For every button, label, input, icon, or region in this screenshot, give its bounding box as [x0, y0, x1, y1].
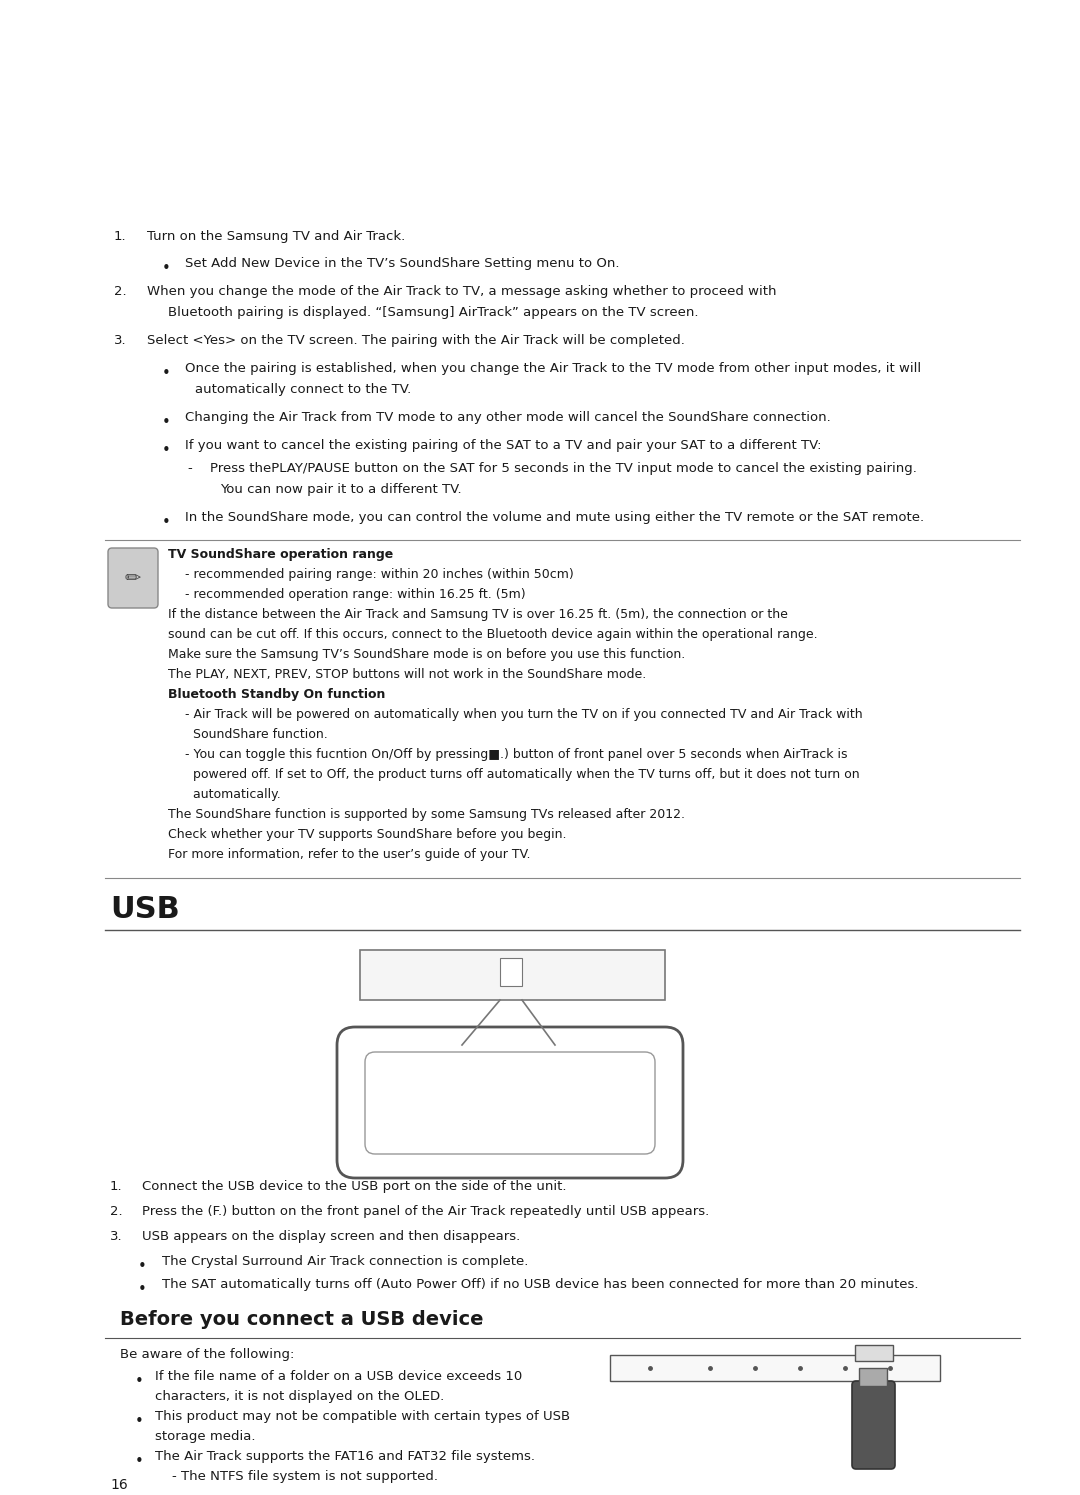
Text: •: •	[138, 1283, 147, 1298]
Text: 2.: 2.	[114, 286, 126, 298]
FancyBboxPatch shape	[365, 1052, 654, 1154]
Text: Bluetooth pairing is displayed. “[Samsung] AirTrack” appears on the TV screen.: Bluetooth pairing is displayed. “[Samsun…	[168, 306, 699, 318]
FancyBboxPatch shape	[852, 1381, 895, 1470]
Text: automatically.: automatically.	[185, 788, 281, 801]
Text: If the file name of a folder on a USB device exceeds 10: If the file name of a folder on a USB de…	[156, 1369, 523, 1383]
Text: powered off. If set to Off, the product turns off automatically when the TV turn: powered off. If set to Off, the product …	[185, 768, 860, 780]
Text: - You can toggle this fucntion On/Off by pressing■.) button of front panel over : - You can toggle this fucntion On/Off by…	[185, 748, 848, 761]
Text: If you want to cancel the existing pairing of the SAT to a TV and pair your SAT : If you want to cancel the existing pairi…	[185, 440, 822, 451]
Bar	[360, 949, 665, 1000]
Text: This product may not be compatible with certain types of USB: This product may not be compatible with …	[156, 1410, 570, 1423]
Text: Once the pairing is established, when you change the Air Track to the TV mode fr: Once the pairing is established, when yo…	[185, 362, 921, 375]
Text: The Air Track supports the FAT16 and FAT32 file systems.: The Air Track supports the FAT16 and FAT…	[156, 1450, 535, 1464]
Text: - Air Track will be powered on automatically when you turn the TV on if you conn: - Air Track will be powered on automatic…	[185, 709, 863, 721]
Text: -: -	[187, 462, 192, 475]
Text: For more information, refer to the user’s guide of your TV.: For more information, refer to the user’…	[168, 848, 530, 861]
Text: USB appears on the display screen and then disappears.: USB appears on the display screen and th…	[141, 1230, 521, 1242]
Text: •: •	[162, 416, 171, 431]
Bar	[859, 1368, 887, 1386]
Text: •: •	[162, 514, 171, 531]
FancyBboxPatch shape	[108, 549, 158, 608]
Text: Make sure the Samsung TV’s SoundShare mode is on before you use this function.: Make sure the Samsung TV’s SoundShare mo…	[168, 647, 685, 661]
Text: •: •	[135, 1414, 144, 1429]
Text: You can now pair it to a different TV.: You can now pair it to a different TV.	[220, 483, 461, 496]
Text: Check whether your TV supports SoundShare before you begin.: Check whether your TV supports SoundShar…	[168, 828, 567, 842]
Text: •: •	[162, 443, 171, 457]
Text: SoundShare function.: SoundShare function.	[185, 728, 327, 742]
Text: Turn on the Samsung TV and Air Track.: Turn on the Samsung TV and Air Track.	[147, 230, 405, 244]
Text: Press thePLAY/PAUSE button on the SAT for 5 seconds in the TV input mode to canc: Press thePLAY/PAUSE button on the SAT fo…	[210, 462, 917, 475]
Text: •: •	[162, 366, 171, 381]
Text: Set Add New Device in the TV’s SoundShare Setting menu to On.: Set Add New Device in the TV’s SoundShar…	[185, 257, 620, 271]
Text: When you change the mode of the Air Track to TV, a message asking whether to pro: When you change the mode of the Air Trac…	[147, 286, 777, 298]
Text: 2.: 2.	[110, 1205, 123, 1218]
Bar	[500, 958, 522, 987]
Text: Connect the USB device to the USB port on the side of the unit.: Connect the USB device to the USB port o…	[141, 1180, 567, 1193]
Text: - recommended operation range: within 16.25 ft. (5m): - recommended operation range: within 16…	[185, 588, 526, 601]
Text: •: •	[135, 1455, 144, 1470]
Text: Bluetooth Standby On function: Bluetooth Standby On function	[168, 688, 386, 701]
Text: automatically connect to the TV.: automatically connect to the TV.	[195, 383, 411, 396]
Text: •: •	[162, 262, 171, 277]
Text: - The NTFS file system is not supported.: - The NTFS file system is not supported.	[172, 1470, 438, 1483]
Text: The SAT automatically turns off (Auto Power Off) if no USB device has been conne: The SAT automatically turns off (Auto Po…	[162, 1278, 918, 1292]
Text: characters, it is not displayed on the OLED.: characters, it is not displayed on the O…	[156, 1390, 444, 1402]
Text: - recommended pairing range: within 20 inches (within 50cm): - recommended pairing range: within 20 i…	[185, 568, 573, 582]
Text: 1.: 1.	[114, 230, 126, 244]
FancyBboxPatch shape	[610, 1354, 940, 1381]
Text: Press the (F.) button on the front panel of the Air Track repeatedly until USB a: Press the (F.) button on the front panel…	[141, 1205, 710, 1218]
Text: TV SoundShare operation range: TV SoundShare operation range	[168, 549, 393, 561]
Text: The PLAY, NEXT, PREV, STOP buttons will not work in the SoundShare mode.: The PLAY, NEXT, PREV, STOP buttons will …	[168, 668, 646, 682]
Text: Changing the Air Track from TV mode to any other mode will cancel the SoundShare: Changing the Air Track from TV mode to a…	[185, 411, 831, 425]
Text: sound can be cut off. If this occurs, connect to the Bluetooth device again with: sound can be cut off. If this occurs, co…	[168, 628, 818, 641]
Text: 16: 16	[110, 1479, 127, 1492]
Text: In the SoundShare mode, you can control the volume and mute using either the TV : In the SoundShare mode, you can control …	[185, 511, 924, 525]
Text: Before you connect a USB device: Before you connect a USB device	[120, 1310, 484, 1329]
Text: storage media.: storage media.	[156, 1431, 256, 1443]
Text: 3.: 3.	[110, 1230, 123, 1242]
Text: 3.: 3.	[114, 333, 126, 347]
Text: If the distance between the Air Track and Samsung TV is over 16.25 ft. (5m), the: If the distance between the Air Track an…	[168, 608, 788, 620]
Text: Be aware of the following:: Be aware of the following:	[120, 1348, 295, 1360]
Text: The Crystal Surround Air Track connection is complete.: The Crystal Surround Air Track connectio…	[162, 1254, 528, 1268]
FancyBboxPatch shape	[337, 1027, 683, 1178]
Text: 1.: 1.	[110, 1180, 123, 1193]
Text: Select <Yes> on the TV screen. The pairing with the Air Track will be completed.: Select <Yes> on the TV screen. The pairi…	[147, 333, 685, 347]
Text: The SoundShare function is supported by some Samsung TVs released after 2012.: The SoundShare function is supported by …	[168, 807, 685, 821]
Text: USB: USB	[110, 896, 179, 924]
Bar	[855, 1346, 893, 1360]
Text: •: •	[135, 1374, 144, 1389]
Text: ✏: ✏	[125, 568, 141, 588]
Text: •: •	[138, 1259, 147, 1274]
